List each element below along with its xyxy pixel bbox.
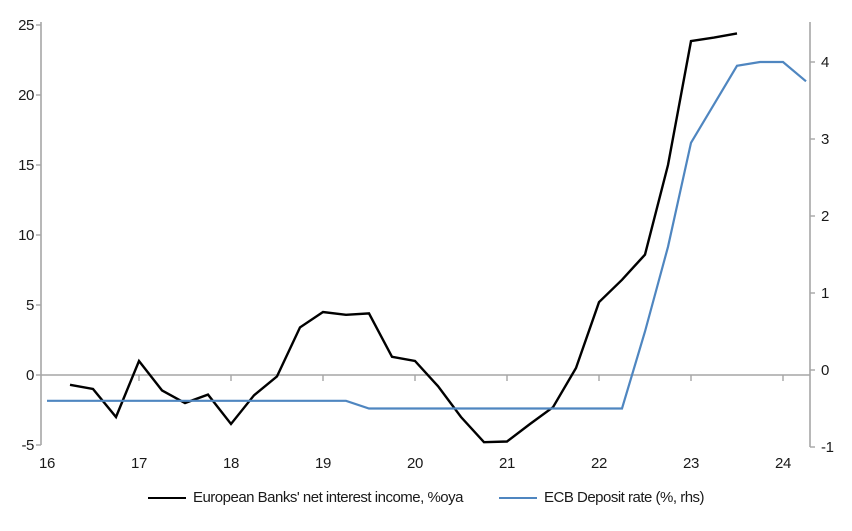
right-y-axis-tick-label: 3 [821, 131, 829, 148]
left-y-axis-tick-label: -5 [21, 437, 34, 454]
left-y-axis-tick-label: 25 [18, 17, 34, 34]
legend-label-ecb-deposit-rate: ECB Deposit rate (%, rhs) [543, 489, 705, 506]
left-y-axis-tick-label: 0 [26, 367, 34, 384]
x-axis-tick-label: 23 [683, 455, 699, 472]
right-y-axis-tick-label: 0 [821, 362, 829, 379]
right-y-axis-tick-label: -1 [821, 439, 834, 456]
x-axis-tick-label: 19 [315, 455, 331, 472]
x-axis-tick-label: 21 [499, 455, 515, 472]
legend-item-net-interest-income: European Banks' net interest income, %oy… [147, 489, 464, 506]
legend-label-net-interest-income: European Banks' net interest income, %oy… [192, 489, 464, 506]
x-axis-tick-label: 17 [131, 455, 147, 472]
series-line-net-interest-income [69, 32, 738, 444]
chart-legend: European Banks' net interest income, %oy… [0, 489, 852, 506]
left-y-axis-tick-label: 20 [18, 87, 34, 104]
x-axis-tick-label: 18 [223, 455, 239, 472]
black-line-swatch [147, 496, 186, 499]
right-y-axis-tick-label: 1 [821, 285, 829, 302]
series-line-ecb-deposit-rate [47, 60, 807, 410]
left-y-axis-tick-label: 15 [18, 157, 34, 174]
left-y-axis-tick-label: 5 [26, 297, 34, 314]
x-axis-tick-label: 16 [39, 455, 55, 472]
x-axis-tick-label: 22 [591, 455, 607, 472]
x-axis-tick-label: 20 [407, 455, 423, 472]
blue-line-swatch [498, 496, 537, 499]
x-axis-tick-label: 24 [775, 455, 791, 472]
right-y-axis-tick-label: 4 [821, 54, 829, 71]
right-y-axis-tick-label: 2 [821, 208, 829, 225]
left-y-axis-tick-label: 10 [18, 227, 34, 244]
legend-item-ecb-deposit-rate: ECB Deposit rate (%, rhs) [498, 489, 705, 506]
